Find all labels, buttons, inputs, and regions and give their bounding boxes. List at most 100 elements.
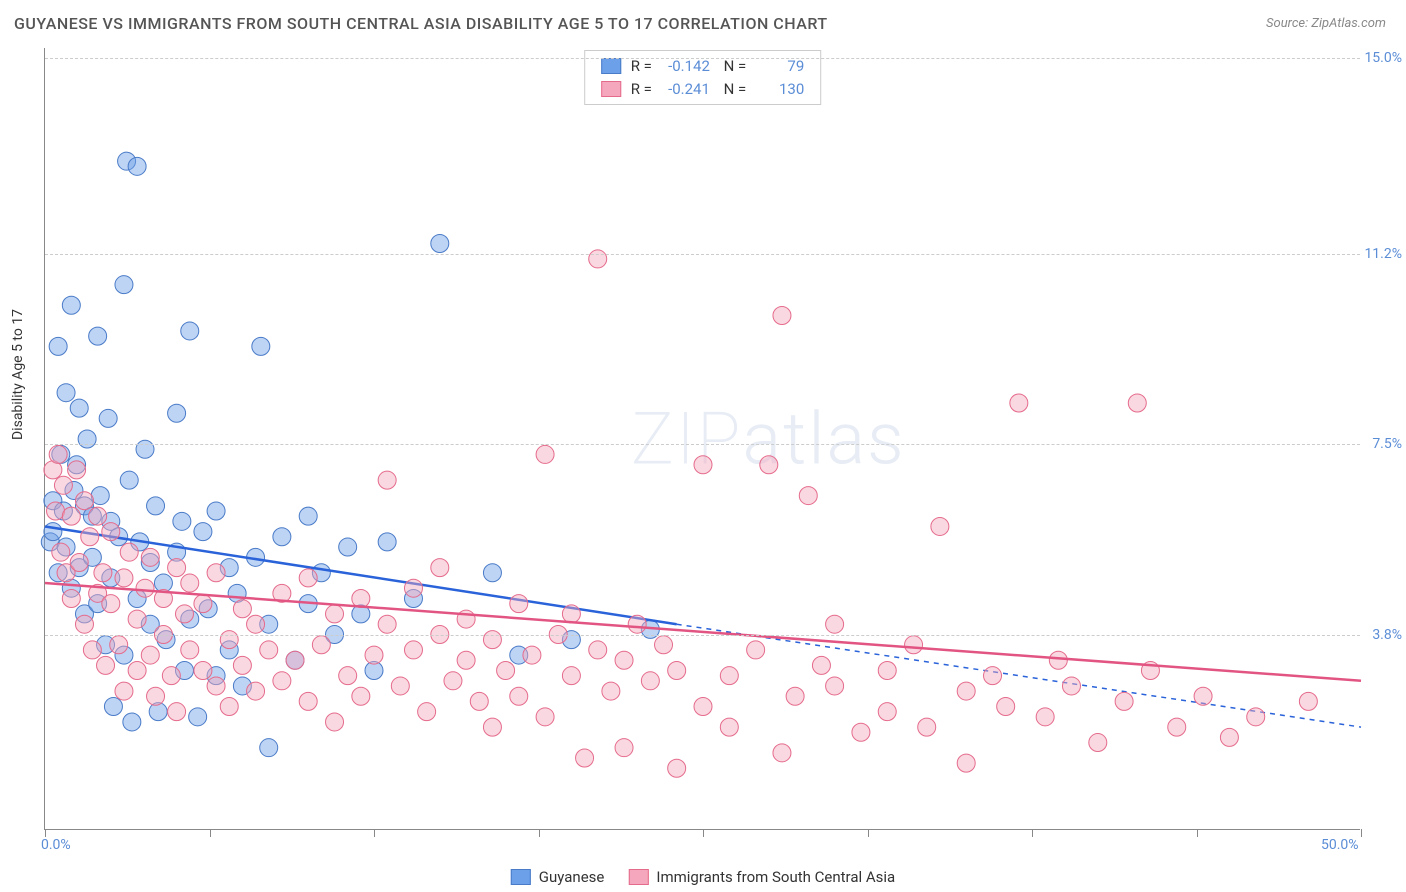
- scatter-point: [510, 687, 528, 705]
- scatter-point: [68, 461, 86, 479]
- y-axis-title: Disability Age 5 to 17: [10, 309, 26, 440]
- scatter-point: [115, 276, 133, 294]
- scatter-point: [1128, 394, 1146, 412]
- x-tick-label: 0.0%: [41, 837, 71, 853]
- scatter-point: [162, 667, 180, 685]
- scatter-point: [615, 651, 633, 669]
- scatter-point: [1049, 651, 1067, 669]
- scatter-point: [49, 445, 67, 463]
- scatter-point: [826, 677, 844, 695]
- scatter-point: [326, 713, 344, 731]
- scatter-point: [141, 646, 159, 664]
- x-tick: [539, 829, 540, 837]
- scatter-point: [655, 636, 673, 654]
- scatter-point: [826, 615, 844, 633]
- scatter-point: [81, 528, 99, 546]
- scatter-point: [720, 667, 738, 685]
- x-tick: [45, 829, 46, 837]
- gridline-h: [45, 635, 1360, 636]
- scatter-point: [260, 641, 278, 659]
- y-tick-label: 7.5%: [1372, 436, 1402, 452]
- scatter-point: [773, 307, 791, 325]
- legend-label-2: Immigrants from South Central Asia: [656, 868, 895, 886]
- scatter-point: [786, 687, 804, 705]
- scatter-point: [89, 507, 107, 525]
- scatter-point: [104, 698, 122, 716]
- scatter-point: [194, 595, 212, 613]
- scatter-point: [562, 667, 580, 685]
- scatter-point: [878, 662, 896, 680]
- scatter-point: [147, 497, 165, 515]
- y-tick-label: 3.8%: [1372, 627, 1402, 643]
- y-tick-label: 11.2%: [1364, 246, 1402, 262]
- scatter-point: [181, 574, 199, 592]
- scatter-point: [52, 543, 70, 561]
- scatter-point: [102, 523, 120, 541]
- scatter-point: [510, 595, 528, 613]
- gridline-h: [45, 254, 1360, 255]
- scatter-point: [497, 662, 515, 680]
- scatter-point: [365, 646, 383, 664]
- scatter-point: [1247, 708, 1265, 726]
- scatter-point: [483, 631, 501, 649]
- scatter-point: [299, 692, 317, 710]
- scatter-point: [984, 667, 1002, 685]
- scatter-point: [694, 698, 712, 716]
- scatter-point: [62, 589, 80, 607]
- scatter-point: [252, 337, 270, 355]
- scatter-point: [123, 713, 141, 731]
- scatter-point: [431, 559, 449, 577]
- scatter-point: [128, 610, 146, 628]
- scatter-point: [418, 703, 436, 721]
- gridline-h: [45, 444, 1360, 445]
- scatter-point: [83, 641, 101, 659]
- scatter-point: [70, 399, 88, 417]
- scatter-point: [44, 523, 62, 541]
- scatter-point: [286, 651, 304, 669]
- scatter-point: [720, 718, 738, 736]
- scatter-point: [694, 456, 712, 474]
- scatter-point: [54, 476, 72, 494]
- scatter-point: [378, 471, 396, 489]
- scatter-point: [299, 507, 317, 525]
- scatter-point: [523, 646, 541, 664]
- scatter-point: [668, 662, 686, 680]
- scatter-point: [589, 641, 607, 659]
- scatter-point: [189, 708, 207, 726]
- scatter-point: [1089, 734, 1107, 752]
- scatter-point: [760, 456, 778, 474]
- scatter-point: [102, 595, 120, 613]
- x-tick: [1361, 829, 1362, 837]
- x-tick: [1032, 829, 1033, 837]
- scatter-point: [957, 754, 975, 772]
- scatter-point: [299, 569, 317, 587]
- scatter-point: [273, 528, 291, 546]
- scatter-point: [181, 641, 199, 659]
- scatter-point: [136, 440, 154, 458]
- scatter-point: [339, 538, 357, 556]
- scatter-point: [536, 445, 554, 463]
- scatter-point: [220, 698, 238, 716]
- scatter-point: [168, 559, 186, 577]
- scatter-point: [326, 605, 344, 623]
- scatter-point: [615, 739, 633, 757]
- legend-bottom: Guyanese Immigrants from South Central A…: [511, 868, 895, 886]
- scatter-point: [562, 605, 580, 623]
- legend-item-2: Immigrants from South Central Asia: [628, 868, 895, 886]
- scatter-point: [181, 322, 199, 340]
- source-attribution: Source: ZipAtlas.com: [1266, 16, 1386, 31]
- scatter-point: [207, 564, 225, 582]
- scatter-point: [147, 687, 165, 705]
- scatter-point: [75, 492, 93, 510]
- plot-area: ZIPatlas R = -0.142 N = 79 R = -0.241 N …: [44, 48, 1360, 830]
- scatter-point: [628, 615, 646, 633]
- scatter-point: [75, 615, 93, 633]
- scatter-point: [957, 682, 975, 700]
- scatter-svg: [45, 48, 1360, 829]
- scatter-point: [483, 718, 501, 736]
- scatter-point: [57, 384, 75, 402]
- scatter-point: [812, 656, 830, 674]
- y-tick-label: 15.0%: [1364, 50, 1402, 66]
- scatter-point: [918, 718, 936, 736]
- scatter-point: [47, 502, 65, 520]
